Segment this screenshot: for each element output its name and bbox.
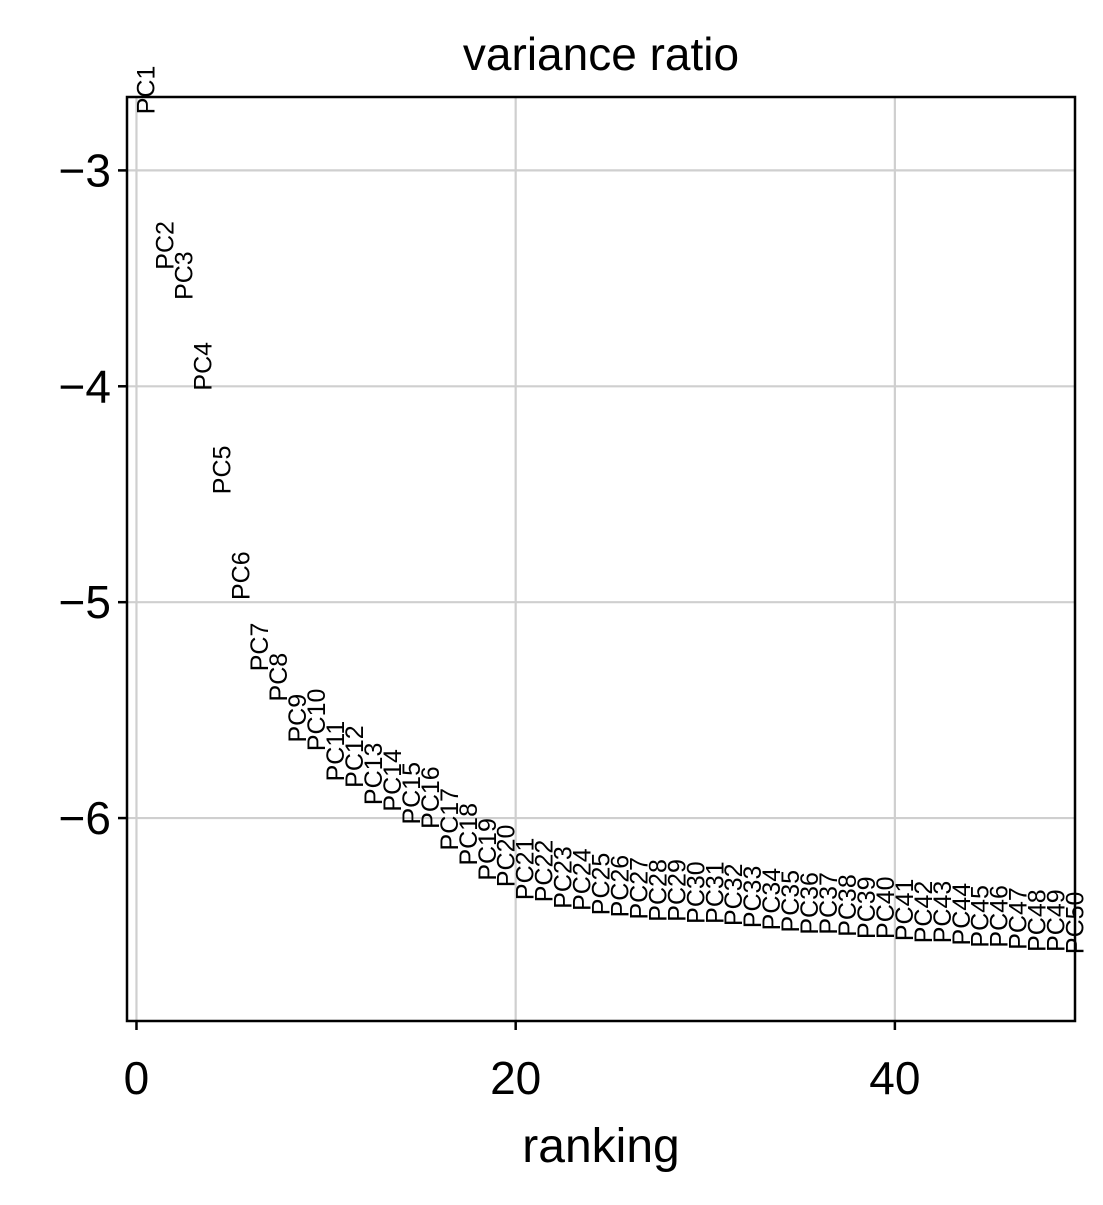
y-tick-label: −3 — [59, 144, 111, 196]
pc-label: PC25 — [588, 853, 616, 916]
pc-label: PC36 — [796, 872, 824, 935]
pc-label: PC19 — [474, 818, 502, 881]
pc-label: PC42 — [910, 881, 938, 944]
y-tick-label: −4 — [59, 360, 111, 412]
pc-label: PC17 — [436, 788, 464, 851]
pc-label: PC32 — [720, 863, 748, 926]
y-tick-label: −6 — [59, 792, 111, 844]
x-tick-label: 20 — [490, 1052, 541, 1104]
pc-label: PC1 — [132, 66, 160, 115]
pc-label: PC9 — [284, 694, 312, 743]
pc-label: PC28 — [644, 859, 672, 922]
pc-label: PC6 — [227, 551, 255, 600]
pc-label: PC8 — [265, 653, 293, 702]
pc-label: PC43 — [929, 881, 957, 944]
y-tick-label: −5 — [59, 576, 111, 628]
pc-label: PC22 — [531, 840, 559, 903]
pc-label: PC30 — [682, 861, 710, 924]
pc-label: PC14 — [379, 749, 407, 812]
pc-label: PC2 — [151, 221, 179, 270]
y-gridlines — [127, 169, 1075, 820]
pc-label: PC27 — [625, 857, 653, 920]
pc-label-points: PC1PC2PC3PC4PC5PC6PC7PC8PC9PC10PC11PC12P… — [132, 66, 1089, 954]
pc-label: PC44 — [948, 883, 976, 946]
x-axis-ticks: 0 20 40 — [124, 1021, 920, 1104]
pc-label: PC26 — [606, 855, 634, 918]
pc-label: PC47 — [1005, 887, 1033, 950]
pc-label: PC20 — [493, 825, 521, 888]
pc-label: PC23 — [550, 846, 578, 909]
x-tick-label: 0 — [124, 1052, 150, 1104]
pc-label: PC5 — [208, 446, 236, 495]
pc-label: PC21 — [512, 838, 540, 901]
pc-label: PC18 — [455, 803, 483, 866]
pc-label: PC24 — [569, 848, 597, 911]
x-axis-label: ranking — [522, 1120, 679, 1173]
pc-label: PC46 — [986, 885, 1014, 948]
chart-title: variance ratio — [463, 28, 739, 80]
pc-label: PC41 — [891, 879, 919, 942]
pc-label: PC48 — [1024, 889, 1052, 952]
pc-label: PC34 — [758, 868, 786, 931]
x-gridlines — [135, 97, 896, 1021]
pc-label: PC39 — [853, 876, 881, 939]
pc-label: PC49 — [1043, 889, 1071, 952]
pc-label: PC33 — [739, 866, 767, 929]
pc-label: PC38 — [834, 874, 862, 937]
pc-label: PC4 — [189, 342, 217, 391]
y-axis-ticks: −3 −4 −5 −6 — [59, 144, 127, 844]
x-tick-label: 40 — [869, 1052, 920, 1104]
pc-label: PC12 — [341, 725, 369, 788]
pc-label: PC3 — [170, 251, 198, 300]
pc-label: PC31 — [701, 861, 729, 924]
pc-label: PC13 — [360, 743, 388, 806]
plot-frame — [125, 95, 1077, 1023]
pc-label: PC11 — [322, 721, 350, 782]
pc-label: PC7 — [246, 623, 274, 672]
pc-label: PC40 — [872, 876, 900, 939]
pc-label: PC29 — [663, 859, 691, 922]
pc-label: PC45 — [967, 885, 995, 948]
pc-label: PC15 — [398, 762, 426, 825]
pc-label: PC10 — [303, 689, 331, 752]
pc-label: PC16 — [417, 766, 445, 829]
pc-label: PC37 — [815, 872, 843, 935]
pc-label: PC35 — [777, 870, 805, 933]
